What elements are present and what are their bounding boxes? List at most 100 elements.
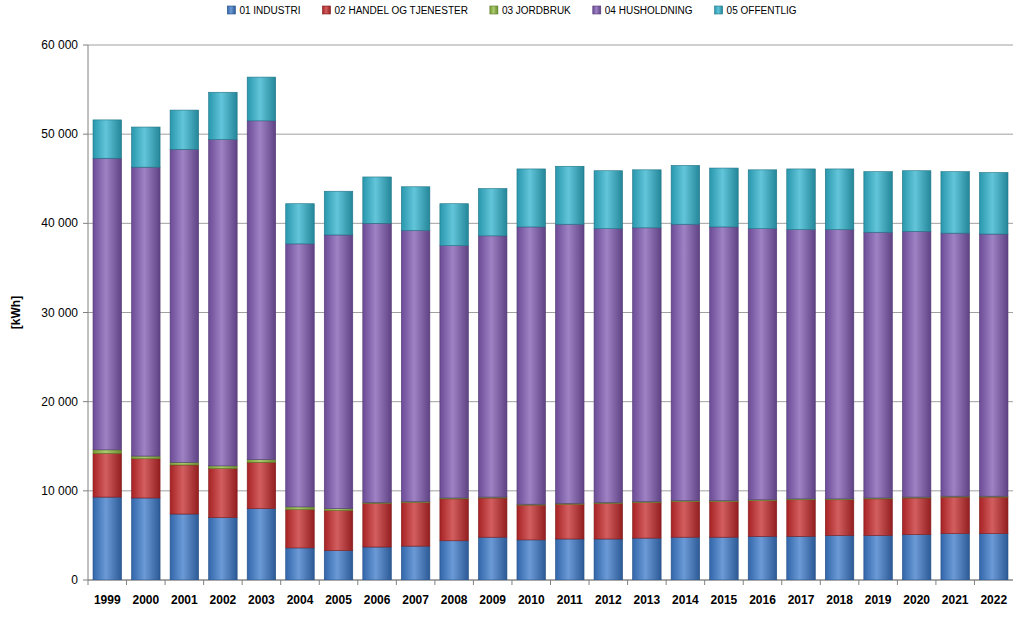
legend-swatch xyxy=(593,6,601,14)
bar-segment xyxy=(132,127,161,167)
x-tick-label: 2017 xyxy=(788,593,815,607)
bar-segment xyxy=(633,538,662,580)
bar-segment xyxy=(170,110,199,149)
x-tick xyxy=(704,580,705,585)
bar-segment xyxy=(710,168,739,227)
bar-segment xyxy=(209,140,238,466)
x-tick-label: 2014 xyxy=(672,593,699,607)
x-tick-label: 2006 xyxy=(364,593,391,607)
y-axis xyxy=(88,45,89,580)
bar-segment xyxy=(633,170,662,228)
bar-segment xyxy=(979,173,1008,235)
bar-segment xyxy=(517,227,546,504)
bar-segment xyxy=(556,224,585,503)
legend-swatch xyxy=(715,6,723,14)
bar-segment xyxy=(864,535,893,580)
x-tick-label: 2003 xyxy=(248,593,275,607)
x-tick-label: 2013 xyxy=(634,593,661,607)
bar-segment xyxy=(363,177,392,223)
chart: 010 00020 00030 00040 00050 00060 000[kW… xyxy=(0,0,1024,619)
bar-segment xyxy=(787,536,816,580)
bar-segment xyxy=(440,499,469,541)
bar-segment xyxy=(902,171,931,232)
bar-segment xyxy=(209,469,238,518)
bar-segment xyxy=(748,536,777,580)
y-tick xyxy=(83,490,88,491)
y-tick xyxy=(83,401,88,402)
x-tick xyxy=(935,580,936,585)
bar-segment xyxy=(902,498,931,535)
x-tick-label: 2005 xyxy=(325,593,352,607)
bar-segment xyxy=(286,510,315,548)
bar-segment xyxy=(132,498,161,580)
bar-segment xyxy=(286,204,315,244)
legend-swatch xyxy=(323,6,331,14)
bar-segment xyxy=(93,450,122,454)
bar-segment xyxy=(132,456,161,459)
bar-segment xyxy=(671,224,700,500)
bar-segment xyxy=(209,466,238,469)
bar-segment xyxy=(594,229,623,503)
x-tick-label: 2011 xyxy=(557,593,583,607)
bar-segment xyxy=(93,497,122,580)
bar-segment xyxy=(748,170,777,229)
bar-segment xyxy=(286,507,315,510)
x-tick xyxy=(820,580,821,585)
x-tick xyxy=(88,580,89,585)
y-tick-label: 0 xyxy=(71,573,78,587)
bars xyxy=(93,77,1008,580)
x-tick-label: 2019 xyxy=(865,593,892,607)
bar-segment xyxy=(825,169,854,230)
x-tick xyxy=(974,580,975,585)
bar-segment xyxy=(787,500,816,537)
x-tick xyxy=(473,580,474,585)
x-tick-label: 2002 xyxy=(210,593,237,607)
bar-segment xyxy=(209,518,238,580)
x-tick xyxy=(126,580,127,585)
bar-segment xyxy=(633,228,662,502)
bar-segment xyxy=(209,92,238,139)
bar-segment xyxy=(941,534,970,580)
y-tick xyxy=(83,45,88,46)
bar-segment xyxy=(324,551,353,580)
bar-segment xyxy=(671,537,700,580)
bar-segment xyxy=(324,191,353,235)
y-tick xyxy=(83,134,88,135)
bar-segment xyxy=(902,231,931,497)
bar-segment xyxy=(247,509,276,580)
x-tick xyxy=(203,580,204,585)
x-tick-label: 2021 xyxy=(942,593,969,607)
x-tick-label: 2015 xyxy=(711,593,738,607)
x-tick-label: 2010 xyxy=(518,593,545,607)
y-tick-label: 50 000 xyxy=(41,127,78,141)
x-tick-label: 2000 xyxy=(132,593,159,607)
bar-segment xyxy=(748,229,777,500)
bar-segment xyxy=(286,548,315,580)
legend-swatch xyxy=(490,6,498,14)
bar-segment xyxy=(979,534,1008,580)
x-tick xyxy=(781,580,782,585)
x-tick xyxy=(589,580,590,585)
bar-segment xyxy=(594,503,623,539)
x-tick-label: 2018 xyxy=(826,593,853,607)
x-tick xyxy=(165,580,166,585)
bar-segment xyxy=(825,230,854,499)
legend-label: 03 JORDBRUK xyxy=(502,5,571,16)
x-tick xyxy=(550,580,551,585)
y-tick-label: 60 000 xyxy=(41,38,78,52)
bar-segment xyxy=(401,230,430,501)
x-tick-label: 2022 xyxy=(980,593,1007,607)
bar-segment xyxy=(517,169,546,227)
bar-segment xyxy=(286,244,315,507)
bar-segment xyxy=(324,235,353,509)
x-tick-label: 2007 xyxy=(402,593,429,607)
bar-segment xyxy=(825,535,854,580)
bar-segment xyxy=(363,223,392,502)
x-tick-label: 2009 xyxy=(479,593,506,607)
bar-segment xyxy=(478,537,507,580)
bar-segment xyxy=(93,158,122,450)
bar-segment xyxy=(941,172,970,234)
bar-segment xyxy=(671,502,700,538)
x-tick xyxy=(897,580,898,585)
bar-segment xyxy=(401,187,430,231)
